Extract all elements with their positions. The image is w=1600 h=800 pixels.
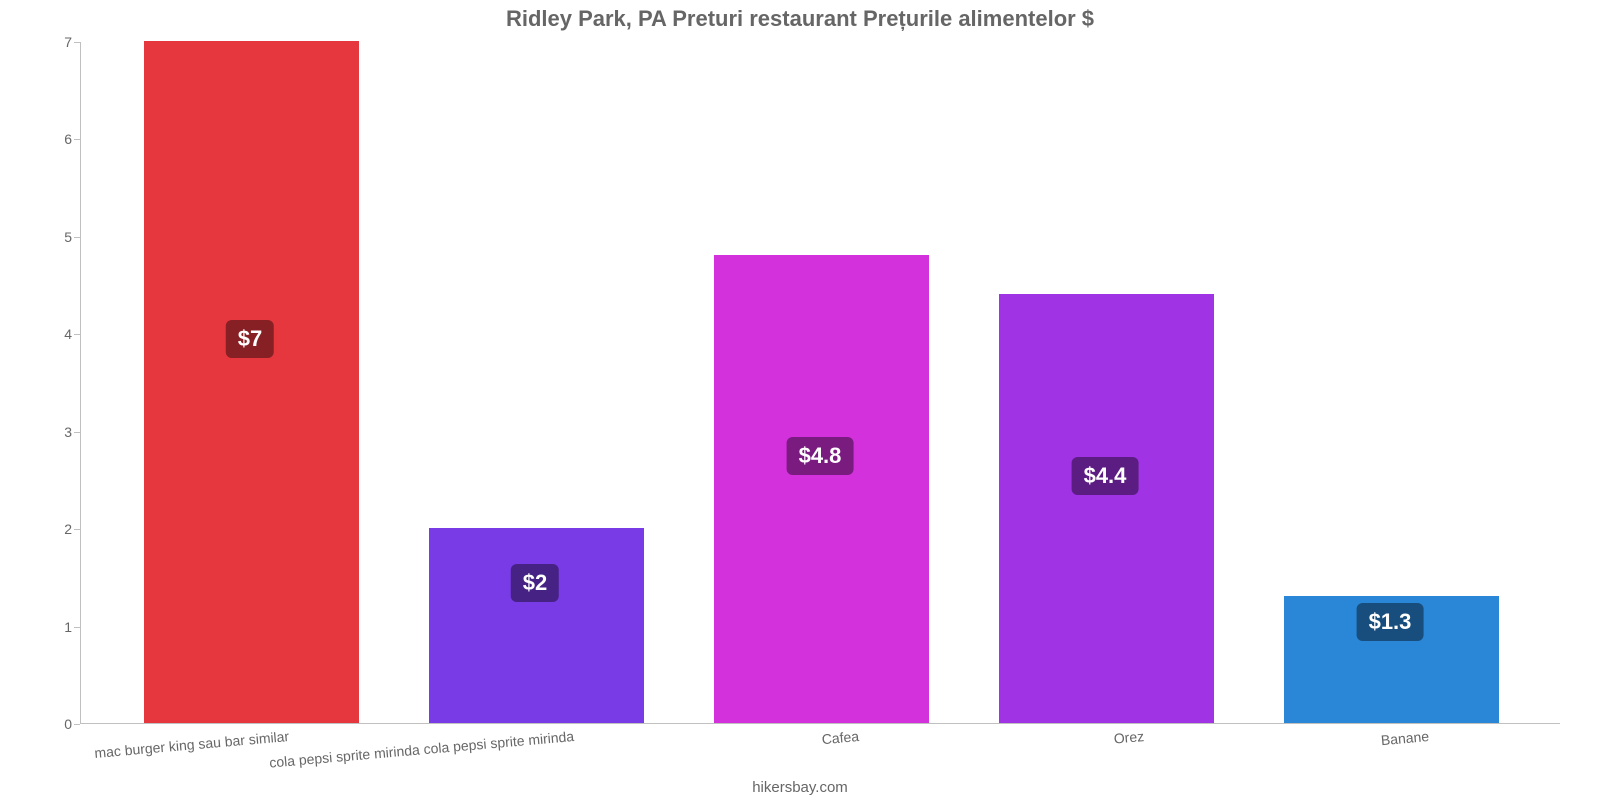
bar (429, 528, 644, 723)
y-tick-mark (74, 237, 80, 238)
y-tick-label: 2 (12, 521, 72, 537)
bar (144, 41, 359, 723)
value-badge: $4.8 (787, 437, 854, 475)
y-tick-label: 1 (12, 619, 72, 635)
plot-area (80, 42, 1560, 724)
y-tick-mark (74, 334, 80, 335)
y-tick-mark (74, 627, 80, 628)
y-tick-mark (74, 42, 80, 43)
y-tick-label: 4 (12, 326, 72, 342)
value-badge: $1.3 (1357, 603, 1424, 641)
bar (999, 294, 1214, 723)
y-tick-label: 5 (12, 229, 72, 245)
y-tick-label: 3 (12, 424, 72, 440)
y-tick-mark (74, 432, 80, 433)
chart-footer: hikersbay.com (0, 779, 1600, 796)
value-badge: $2 (511, 564, 559, 602)
x-axis-label: Orez (1113, 728, 1145, 747)
y-tick-label: 6 (12, 131, 72, 147)
x-axis-label: Cafea (821, 728, 860, 747)
y-tick-label: 0 (12, 716, 72, 732)
y-tick-label: 7 (12, 34, 72, 50)
price-bar-chart: Ridley Park, PA Preturi restaurant Prețu… (0, 0, 1600, 800)
y-tick-mark (74, 529, 80, 530)
value-badge: $4.4 (1072, 457, 1139, 495)
value-badge: $7 (226, 320, 274, 358)
bar (714, 255, 929, 723)
chart-title: Ridley Park, PA Preturi restaurant Prețu… (0, 6, 1600, 32)
y-tick-mark (74, 139, 80, 140)
y-tick-mark (74, 724, 80, 725)
